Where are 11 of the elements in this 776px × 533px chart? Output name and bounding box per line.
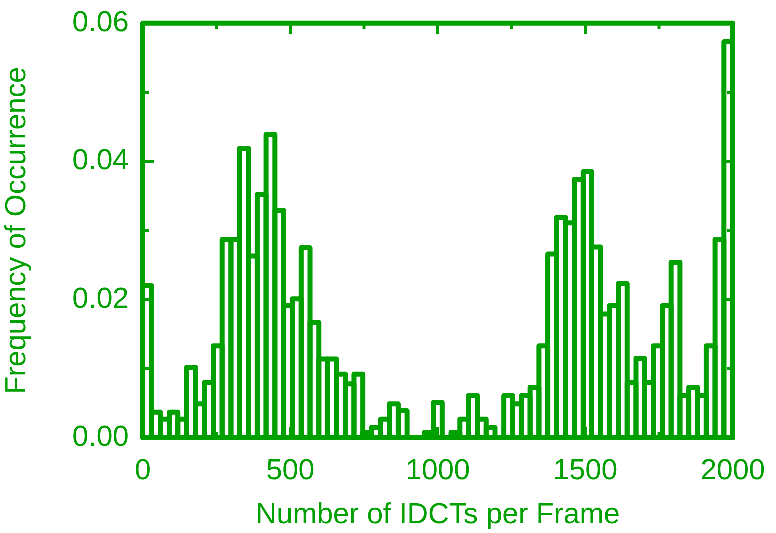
y-tick-label: 0.06: [72, 6, 129, 38]
x-tick-label: 1500: [553, 454, 618, 486]
x-tick-label: 0: [134, 454, 152, 486]
y-axis-title: Frequency of Occurrence: [0, 67, 32, 394]
x-axis-title: Number of IDCTs per Frame: [256, 498, 620, 531]
x-tick-label: 1000: [406, 454, 470, 486]
y-tick-label: 0.04: [72, 144, 129, 177]
y-tick-label: 0.00: [72, 421, 129, 453]
x-tick-label: 500: [266, 454, 315, 486]
y-tick-label: 0.02: [72, 282, 129, 315]
x-tick-label: 2000: [700, 454, 766, 486]
